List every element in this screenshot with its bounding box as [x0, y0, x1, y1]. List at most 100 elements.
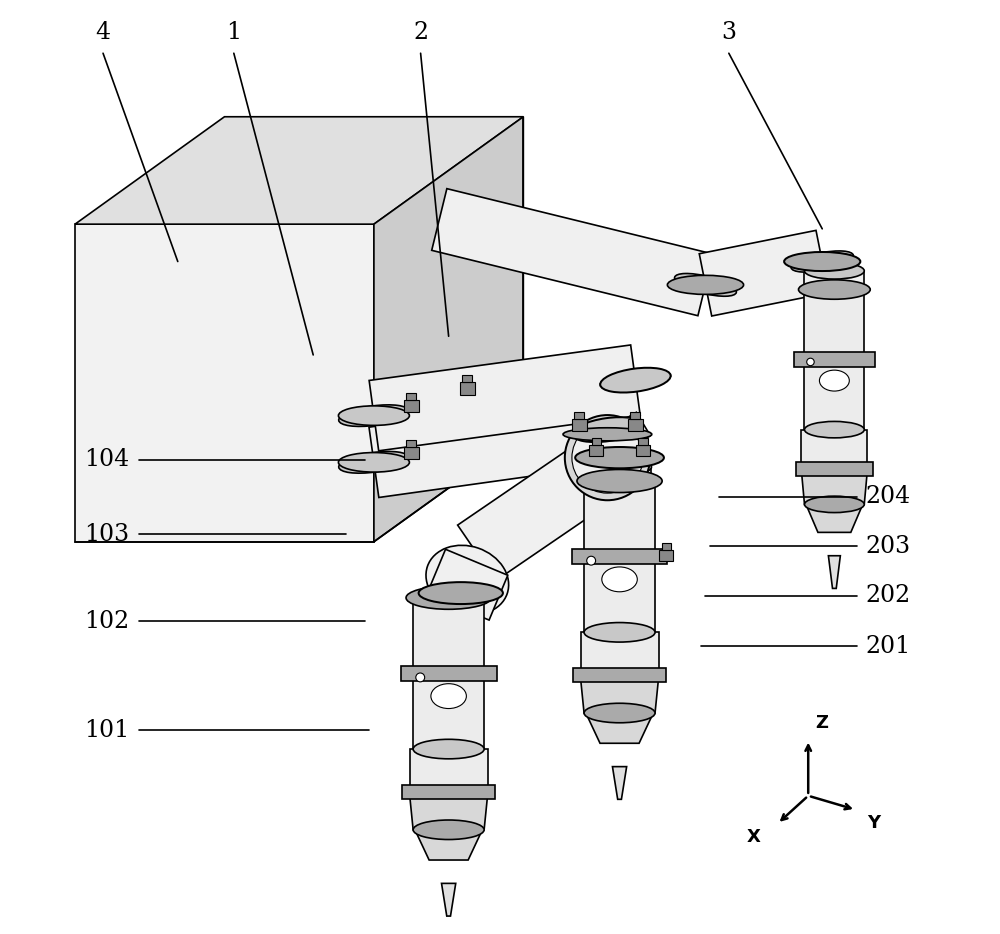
- Polygon shape: [801, 430, 867, 472]
- Ellipse shape: [339, 404, 409, 427]
- Polygon shape: [806, 504, 863, 532]
- Ellipse shape: [584, 623, 655, 642]
- Polygon shape: [589, 445, 603, 456]
- Ellipse shape: [804, 421, 864, 438]
- Ellipse shape: [600, 369, 671, 391]
- Ellipse shape: [565, 415, 650, 501]
- Polygon shape: [638, 438, 648, 445]
- Ellipse shape: [584, 703, 655, 723]
- Polygon shape: [796, 462, 873, 476]
- Polygon shape: [588, 467, 651, 481]
- Polygon shape: [75, 117, 523, 224]
- Polygon shape: [404, 447, 419, 459]
- Ellipse shape: [577, 470, 662, 492]
- Polygon shape: [630, 412, 640, 418]
- Text: X: X: [747, 828, 761, 846]
- Polygon shape: [402, 785, 495, 800]
- Ellipse shape: [588, 473, 651, 489]
- Ellipse shape: [575, 447, 664, 468]
- Polygon shape: [410, 795, 488, 829]
- Ellipse shape: [416, 673, 425, 682]
- Polygon shape: [369, 394, 612, 498]
- Text: 202: 202: [866, 585, 911, 607]
- Polygon shape: [458, 448, 608, 581]
- Ellipse shape: [426, 545, 509, 615]
- Text: 1: 1: [226, 21, 241, 44]
- Text: 203: 203: [866, 535, 911, 558]
- Ellipse shape: [600, 368, 671, 392]
- Polygon shape: [662, 544, 671, 550]
- Polygon shape: [699, 231, 828, 316]
- Polygon shape: [410, 749, 488, 795]
- Polygon shape: [578, 412, 650, 471]
- Ellipse shape: [563, 428, 652, 441]
- Polygon shape: [804, 271, 864, 290]
- Polygon shape: [432, 189, 713, 316]
- Text: Z: Z: [816, 715, 829, 732]
- Polygon shape: [369, 345, 640, 451]
- Ellipse shape: [784, 252, 860, 271]
- Ellipse shape: [431, 684, 466, 709]
- Polygon shape: [628, 418, 643, 431]
- Polygon shape: [75, 224, 374, 542]
- Ellipse shape: [419, 582, 503, 604]
- Ellipse shape: [338, 453, 409, 472]
- Ellipse shape: [799, 280, 870, 299]
- Ellipse shape: [572, 418, 643, 441]
- Polygon shape: [612, 767, 627, 800]
- Polygon shape: [401, 666, 497, 681]
- Text: 101: 101: [84, 719, 130, 742]
- Ellipse shape: [804, 496, 864, 513]
- Ellipse shape: [339, 451, 409, 474]
- Ellipse shape: [572, 422, 643, 493]
- Polygon shape: [573, 669, 666, 683]
- Polygon shape: [581, 678, 659, 713]
- Ellipse shape: [584, 472, 655, 490]
- Polygon shape: [427, 549, 508, 620]
- Polygon shape: [804, 290, 864, 430]
- Polygon shape: [413, 598, 484, 749]
- Ellipse shape: [572, 417, 643, 442]
- Polygon shape: [659, 550, 673, 561]
- Text: 102: 102: [84, 610, 130, 632]
- Polygon shape: [574, 412, 584, 418]
- Polygon shape: [442, 884, 456, 916]
- Polygon shape: [462, 375, 472, 383]
- Polygon shape: [636, 445, 650, 456]
- Ellipse shape: [675, 274, 736, 296]
- Ellipse shape: [804, 281, 864, 298]
- Polygon shape: [406, 393, 416, 400]
- Polygon shape: [586, 713, 653, 743]
- Text: 2: 2: [413, 21, 428, 44]
- Ellipse shape: [602, 567, 637, 592]
- Polygon shape: [406, 440, 416, 447]
- Ellipse shape: [819, 370, 849, 391]
- Text: 204: 204: [866, 486, 911, 508]
- Ellipse shape: [413, 820, 484, 840]
- Polygon shape: [415, 829, 482, 860]
- Ellipse shape: [807, 359, 814, 366]
- Text: 3: 3: [721, 21, 736, 44]
- Polygon shape: [581, 632, 659, 678]
- Ellipse shape: [588, 459, 651, 475]
- Text: Y: Y: [867, 814, 880, 832]
- Polygon shape: [828, 556, 840, 588]
- Polygon shape: [374, 117, 523, 542]
- Ellipse shape: [413, 740, 484, 758]
- Polygon shape: [801, 472, 867, 504]
- Ellipse shape: [667, 276, 744, 294]
- Polygon shape: [572, 549, 667, 564]
- Polygon shape: [584, 481, 655, 632]
- Ellipse shape: [587, 557, 596, 565]
- Ellipse shape: [804, 281, 864, 298]
- Text: 103: 103: [84, 523, 129, 545]
- Polygon shape: [404, 400, 419, 412]
- Polygon shape: [460, 383, 475, 394]
- Ellipse shape: [406, 587, 491, 609]
- Text: 4: 4: [95, 21, 111, 44]
- Polygon shape: [794, 352, 875, 367]
- Polygon shape: [572, 418, 587, 431]
- Ellipse shape: [338, 406, 409, 425]
- Ellipse shape: [791, 251, 853, 272]
- Text: 104: 104: [84, 448, 130, 471]
